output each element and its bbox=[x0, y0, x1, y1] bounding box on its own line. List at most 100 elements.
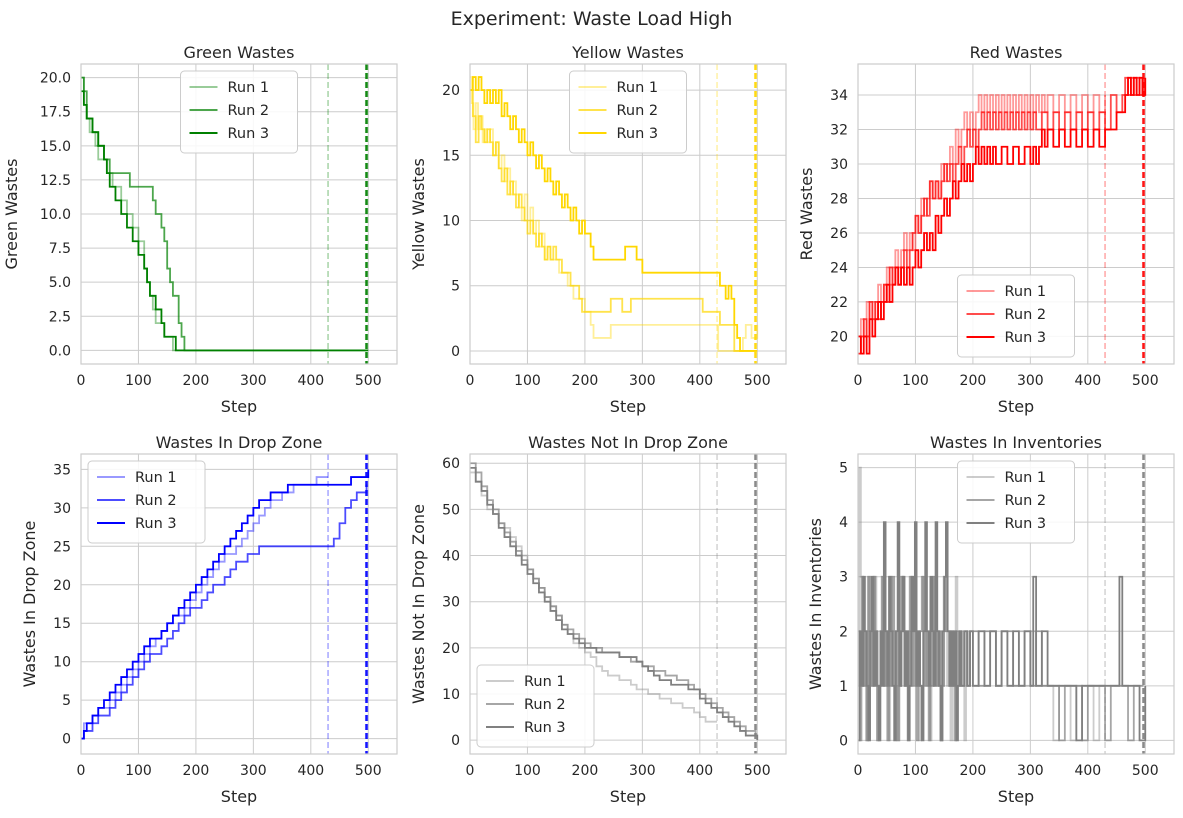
y-axis-label: Green Wastes bbox=[2, 159, 21, 270]
x-tick-label: 300 bbox=[240, 763, 267, 779]
legend: Run 1 Run 2 Run 3 bbox=[957, 274, 1075, 358]
chart-panel-0: 0 100 200 300 400 500 0.0 2.5 5.0 7.5 10.0 12.5 15.0… bbox=[2, 43, 398, 416]
y-tick-label: 15 bbox=[53, 616, 71, 632]
series-line-run-3 bbox=[858, 521, 1147, 742]
x-tick-label: 500 bbox=[355, 373, 382, 389]
y-tick-label: 34 bbox=[830, 88, 848, 104]
y-tick-label: 50 bbox=[442, 502, 460, 518]
y-axis-label: Wastes Not In Drop Zone bbox=[409, 504, 428, 704]
plot-frame bbox=[80, 63, 398, 365]
chart-panel-4: 0 100 200 300 400 500 0 10 20 30 40 50 60 Wastes Not … bbox=[409, 433, 787, 806]
y-axis-label: Red Wastes bbox=[797, 168, 816, 261]
y-tick-label: 28 bbox=[830, 191, 848, 207]
legend-entry-label: Run 2 bbox=[228, 103, 270, 119]
x-axis-label: Step bbox=[221, 397, 257, 416]
chart-title: Wastes In Drop Zone bbox=[156, 433, 323, 452]
x-tick-label: 300 bbox=[1017, 373, 1044, 389]
y-tick-label: 35 bbox=[53, 462, 71, 478]
chart-panel-5: 0 100 200 300 400 500 0 1 2 3 4 5 Wastes In Inventor… bbox=[806, 433, 1175, 806]
plot-frame bbox=[469, 453, 787, 755]
x-tick-label: 400 bbox=[297, 763, 324, 779]
x-tick-label: 200 bbox=[960, 763, 987, 779]
chart-title: Red Wastes bbox=[970, 43, 1063, 62]
y-tick-label: 32 bbox=[830, 123, 848, 139]
x-tick-label: 400 bbox=[1074, 373, 1101, 389]
y-tick-label: 10 bbox=[442, 687, 460, 703]
legend-entry-label: Run 2 bbox=[1005, 493, 1047, 509]
y-tick-label: 0 bbox=[839, 733, 848, 749]
legend: Run 1 Run 2 Run 3 bbox=[476, 664, 595, 748]
x-tick-label: 200 bbox=[183, 373, 210, 389]
x-tick-label: 100 bbox=[902, 763, 929, 779]
x-tick-label: 0 bbox=[466, 373, 475, 389]
y-tick-label: 1 bbox=[839, 679, 848, 695]
chart-title: Wastes Not In Drop Zone bbox=[528, 433, 728, 452]
legend: Run 1 Run 2 Run 3 bbox=[569, 70, 687, 154]
y-tick-label: 3 bbox=[839, 570, 848, 586]
legend-entry-label: Run 2 bbox=[1005, 307, 1047, 323]
series-line-run-2 bbox=[81, 484, 368, 740]
legend-entry-label: Run 1 bbox=[135, 470, 177, 486]
series-line-run-2 bbox=[470, 89, 757, 352]
y-tick-label: 25 bbox=[53, 539, 71, 555]
legend-entry-label: Run 2 bbox=[135, 493, 177, 509]
legend-entry-label: Run 3 bbox=[135, 516, 177, 532]
chart-panel-2: 0 100 200 300 400 500 20 22 24 26 28 30 32 34 Red Wast… bbox=[797, 43, 1175, 416]
legend: Run 1 Run 2 Run 3 bbox=[957, 460, 1075, 544]
chart-panel-1: 0 100 200 300 400 500 0 5 10 15 20 Yellow Wastes Ste… bbox=[409, 43, 787, 416]
series-line-run-3 bbox=[81, 90, 369, 352]
x-tick-label: 100 bbox=[514, 763, 541, 779]
x-tick-label: 400 bbox=[1074, 763, 1101, 779]
x-tick-label: 0 bbox=[854, 373, 863, 389]
y-tick-label: 20 bbox=[53, 578, 71, 594]
chart-panel-3: 0 100 200 300 400 500 0 5 10 15 20 25 30 35 Wastes In … bbox=[20, 433, 398, 806]
y-tick-label: 30 bbox=[830, 157, 848, 173]
y-tick-label: 30 bbox=[53, 501, 71, 517]
plot-frame bbox=[857, 453, 1175, 755]
x-tick-label: 500 bbox=[1132, 763, 1159, 779]
y-tick-label: 60 bbox=[442, 456, 460, 472]
legend-entry-label: Run 2 bbox=[524, 697, 566, 713]
x-tick-label: 500 bbox=[355, 763, 382, 779]
y-axis-label: Wastes In Drop Zone bbox=[20, 521, 39, 688]
y-tick-label: 5 bbox=[451, 279, 460, 295]
y-tick-label: 15 bbox=[442, 148, 460, 164]
y-tick-label: 0 bbox=[451, 344, 460, 360]
y-tick-label: 5 bbox=[62, 693, 71, 709]
chart-title: Yellow Wastes bbox=[571, 43, 684, 62]
y-tick-label: 12.5 bbox=[40, 173, 71, 189]
y-tick-label: 5 bbox=[839, 461, 848, 477]
x-tick-label: 300 bbox=[629, 373, 656, 389]
legend-entry-label: Run 2 bbox=[617, 103, 659, 119]
series-line-run-1 bbox=[81, 476, 329, 740]
y-tick-label: 40 bbox=[442, 549, 460, 565]
y-tick-label: 10 bbox=[442, 214, 460, 230]
x-tick-label: 500 bbox=[1132, 373, 1159, 389]
legend-entry-label: Run 3 bbox=[228, 126, 270, 142]
y-tick-label: 26 bbox=[830, 226, 848, 242]
series-line-run-3 bbox=[470, 76, 758, 352]
x-tick-label: 200 bbox=[960, 373, 987, 389]
y-tick-label: 0 bbox=[62, 732, 71, 748]
y-tick-label: 10.0 bbox=[40, 207, 71, 223]
plot-frame bbox=[80, 453, 398, 755]
plot-frame bbox=[857, 63, 1175, 365]
series-line-run-3 bbox=[858, 76, 1147, 355]
x-tick-label: 100 bbox=[902, 373, 929, 389]
x-tick-label: 500 bbox=[744, 373, 771, 389]
x-tick-label: 500 bbox=[744, 763, 771, 779]
x-tick-label: 0 bbox=[77, 373, 86, 389]
y-tick-label: 5.0 bbox=[49, 275, 71, 291]
x-tick-label: 100 bbox=[125, 763, 152, 779]
x-tick-label: 200 bbox=[183, 763, 210, 779]
legend-entry-label: Run 3 bbox=[1005, 516, 1047, 532]
legend-entry-label: Run 3 bbox=[1005, 330, 1047, 346]
x-tick-label: 100 bbox=[125, 373, 152, 389]
y-tick-label: 2 bbox=[839, 624, 848, 640]
legend: Run 1 Run 2 Run 3 bbox=[180, 70, 298, 154]
x-axis-label: Step bbox=[998, 787, 1034, 806]
y-axis-label: Yellow Wastes bbox=[409, 158, 428, 271]
x-tick-label: 300 bbox=[240, 373, 267, 389]
y-tick-label: 4 bbox=[839, 515, 848, 531]
